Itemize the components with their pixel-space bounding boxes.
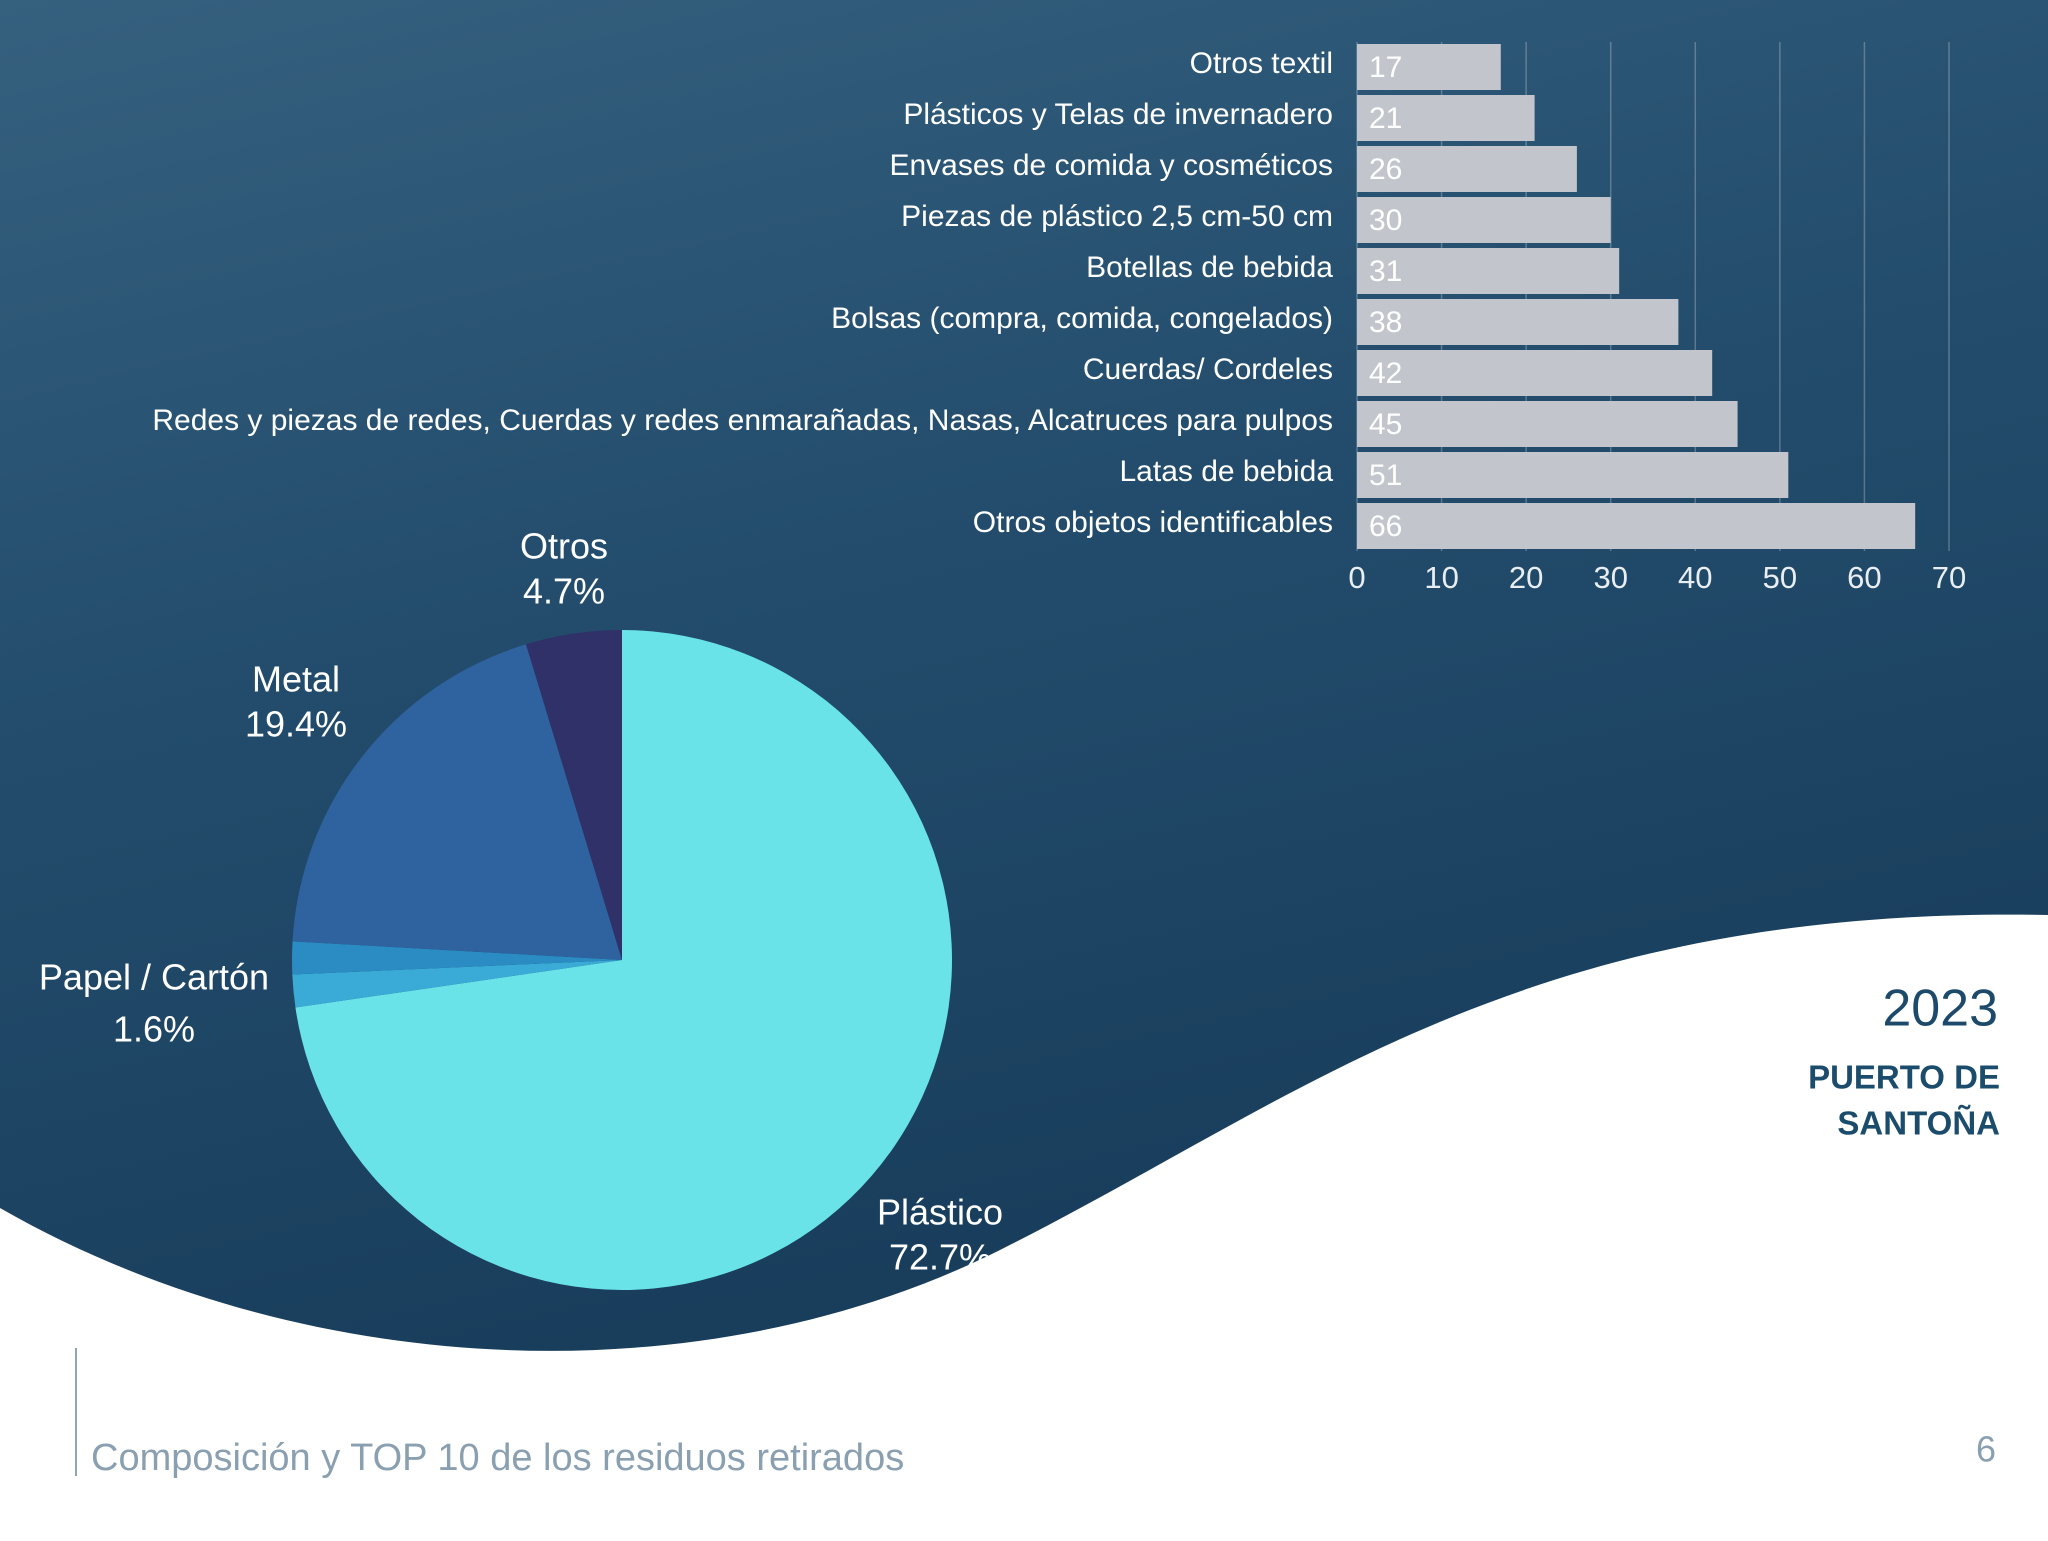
caption: Composición y TOP 10 de los residuos ret… (91, 1437, 904, 1479)
bar (1357, 299, 1679, 345)
bar (1357, 146, 1577, 192)
bar (1357, 452, 1789, 498)
bar (1357, 44, 1501, 90)
slice-label: Papel / Cartón (39, 957, 269, 998)
bar-category-label: Cuerdas/ Cordeles (1083, 353, 1333, 386)
bar (1357, 197, 1611, 243)
bar-category-label: Otros textil (1190, 47, 1333, 80)
x-tick-label: 20 (1509, 560, 1543, 595)
bar-value-label: 51 (1369, 459, 1402, 492)
bar-value-label: 31 (1369, 255, 1402, 288)
location: PUERTO DE (1808, 1059, 2000, 1096)
bar-category-label: Plásticos y Telas de invernadero (903, 98, 1333, 131)
bar (1357, 95, 1535, 141)
bar (1357, 401, 1738, 447)
bar-value-label: 42 (1369, 357, 1402, 390)
bar-value-label: 45 (1369, 408, 1402, 441)
bar-category-label: Botellas de bebida (1086, 251, 1333, 284)
white-wave (0, 914, 2048, 1536)
bar-category-label: Otros objetos identificables (973, 506, 1333, 539)
bar-value-label: 26 (1369, 153, 1402, 186)
bar-value-label: 66 (1369, 510, 1402, 543)
bar-category-label: Envases de comida y cosméticos (889, 149, 1333, 182)
bar (1357, 350, 1713, 396)
bar-value-label: 38 (1369, 306, 1402, 339)
bar (1357, 248, 1620, 294)
pie-slice (295, 630, 952, 1291)
page-number: 6 (1976, 1429, 1996, 1470)
pie-slice (292, 960, 622, 1008)
x-tick-label: 70 (1932, 560, 1966, 595)
x-tick-label: 10 (1424, 560, 1458, 595)
bar-category-label: Latas de bebida (1119, 455, 1333, 488)
bar (1357, 503, 1916, 549)
bar-category-label: Piezas de plástico 2,5 cm-50 cm (901, 200, 1333, 233)
bar-category-label: Redes y piezas de redes, Cuerdas y redes… (152, 404, 1333, 437)
slice-value-label: 19.4% (245, 704, 347, 745)
x-tick-label: 50 (1763, 560, 1797, 595)
bar-value-label: 21 (1369, 102, 1402, 135)
slice-value-label: 72.7% (889, 1237, 991, 1278)
x-tick-label: 30 (1593, 560, 1627, 595)
slice-label: Metal (252, 659, 340, 700)
x-tick-label: 0 (1348, 560, 1365, 595)
bar-value-label: 30 (1369, 204, 1402, 237)
pie-slice (525, 630, 622, 960)
slice-label: Otros (520, 526, 608, 567)
x-tick-label: 40 (1678, 560, 1712, 595)
x-tick-label: 60 (1847, 560, 1881, 595)
slice-value-label: 4.7% (523, 571, 605, 612)
slice-value-label: 1.6% (113, 1009, 195, 1050)
pie-slice (292, 644, 622, 960)
year: 2023 (1882, 980, 1998, 1038)
bar-value-label: 17 (1369, 51, 1402, 84)
slice-label: Plástico (877, 1192, 1003, 1233)
pie-slice (292, 941, 622, 975)
location: SANTOÑA (1837, 1105, 2000, 1142)
bar-category-label: Bolsas (compra, comida, congelados) (831, 302, 1333, 335)
